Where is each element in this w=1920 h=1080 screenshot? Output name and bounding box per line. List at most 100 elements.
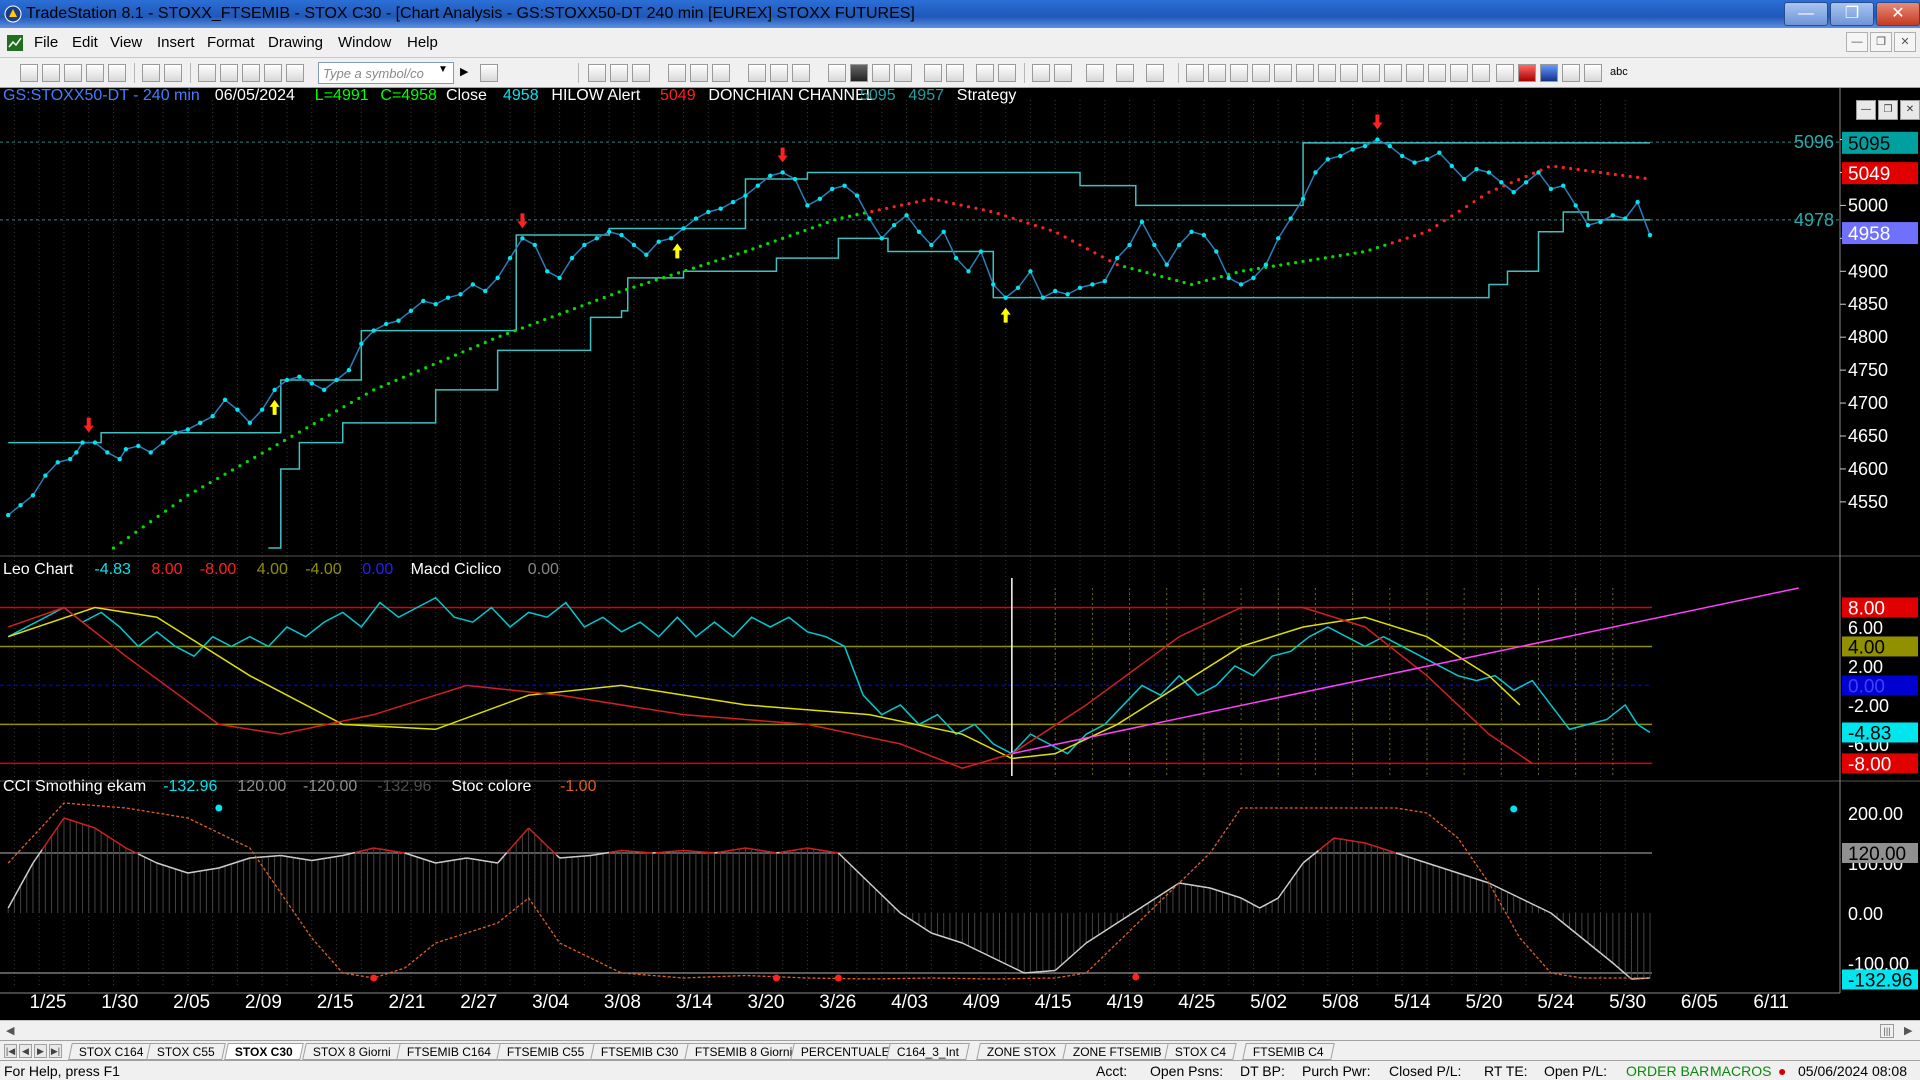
chart-svg[interactable]: 4550 4600 4650 4700 4750 4800 4850 4900 5000 5096… — [0, 88, 1920, 1020]
chart-minimize-button[interactable]: — — [1856, 100, 1876, 120]
circle-icon[interactable] — [1562, 64, 1580, 82]
open-workspace-icon[interactable] — [108, 64, 126, 82]
tab-zone-stox[interactable]: ZONE STOX — [976, 1043, 1067, 1060]
speed-lines-icon[interactable] — [1274, 64, 1292, 82]
regression-icon[interactable] — [1406, 64, 1424, 82]
tab-ftsemib-c30[interactable]: FTSEMIB C30 — [590, 1043, 690, 1060]
save-icon[interactable] — [64, 64, 82, 82]
candle-icon[interactable] — [712, 64, 730, 82]
channel-icon[interactable] — [1384, 64, 1402, 82]
chart-window-icon[interactable] — [6, 34, 24, 52]
tab-ftsemib-8-giorni[interactable]: FTSEMIB 8 Giorni — [684, 1043, 804, 1060]
symbol-lookup-icon[interactable] — [480, 64, 498, 82]
menu-file[interactable]: File — [34, 34, 59, 51]
pen-icon[interactable] — [1472, 64, 1490, 82]
spread-icon[interactable] — [894, 64, 912, 82]
zoom-out-icon[interactable] — [998, 64, 1016, 82]
tab-stox-8-giorni[interactable]: STOX 8 Giorni — [302, 1043, 402, 1060]
mdi-close-button[interactable]: ✕ — [1894, 32, 1916, 52]
chart-restore-button[interactable]: ❐ — [1878, 100, 1898, 120]
tab-first-icon[interactable]: |◀ — [4, 1044, 17, 1058]
horizontal-line-icon[interactable] — [1230, 64, 1248, 82]
scroll-left-icon[interactable]: ◀ — [6, 1025, 15, 1037]
insert-analysis-icon[interactable] — [588, 64, 606, 82]
mdi-restore-button[interactable]: ❐ — [1870, 32, 1892, 52]
properties-icon[interactable] — [264, 64, 282, 82]
menu-drawing[interactable]: Drawing — [268, 34, 324, 51]
matrix-icon[interactable] — [770, 64, 788, 82]
hide-icon[interactable] — [1146, 64, 1164, 82]
pointer-icon[interactable] — [1032, 64, 1050, 82]
restore-button[interactable]: ❐ — [1830, 2, 1874, 26]
text-tool-icon[interactable]: abc — [1610, 66, 1628, 78]
line-chart-icon[interactable] — [690, 64, 708, 82]
symbol-input[interactable]: Type a symbol/co — [318, 62, 454, 84]
tab-ftsemib-c55[interactable]: FTSEMIB C55 — [496, 1043, 596, 1060]
tools-icon[interactable] — [1086, 64, 1104, 82]
symbol-go-icon[interactable]: ▶ — [460, 66, 469, 78]
tab-ftsemib-c4[interactable]: FTSEMIB C4 — [1242, 1043, 1335, 1060]
gann-icon[interactable] — [1296, 64, 1314, 82]
ellipse-tool-icon[interactable] — [1428, 64, 1446, 82]
menu-window[interactable]: Window — [338, 34, 392, 51]
radar-icon[interactable] — [748, 64, 766, 82]
cycle-icon[interactable] — [1362, 64, 1380, 82]
tab-zone-ftsemib[interactable]: ZONE FTSEMIB — [1062, 1043, 1173, 1060]
tab-last-icon[interactable]: ▶| — [49, 1044, 62, 1058]
lock-icon[interactable] — [242, 64, 260, 82]
new-icon[interactable] — [20, 64, 38, 82]
tab-stox-c164[interactable]: STOX C164 — [68, 1043, 155, 1060]
tab-next-icon[interactable]: ▶ — [34, 1044, 47, 1058]
news-icon[interactable] — [828, 64, 846, 82]
rectangle-icon[interactable] — [1584, 64, 1602, 82]
open-icon[interactable] — [42, 64, 60, 82]
data-window-icon[interactable] — [1116, 64, 1134, 82]
menu-view[interactable]: View — [110, 34, 143, 51]
tab-stox-c55[interactable]: STOX C55 — [146, 1043, 226, 1060]
chart-area[interactable]: 4550 4600 4650 4700 4750 4800 4850 4900 5000 5096… — [0, 88, 1920, 1028]
print-preview-icon[interactable] — [164, 64, 182, 82]
symbol-dropdown-icon[interactable]: ▼ — [438, 64, 448, 75]
close-button[interactable]: ✕ — [1876, 2, 1920, 26]
arc-tool-icon[interactable] — [1450, 64, 1468, 82]
menu-edit[interactable]: Edit — [72, 34, 98, 51]
tab-percentuale[interactable]: PERCENTUALE — [790, 1043, 901, 1060]
tab-prev-icon[interactable]: ◀ — [19, 1044, 32, 1058]
options-icon[interactable] — [872, 64, 890, 82]
format-window-icon[interactable] — [632, 64, 650, 82]
zoom-range-icon[interactable] — [946, 64, 964, 82]
cut-icon[interactable] — [198, 64, 216, 82]
new-workspace-icon[interactable] — [86, 64, 104, 82]
fib-icon[interactable] — [1252, 64, 1270, 82]
arc-icon[interactable] — [1340, 64, 1358, 82]
format-symbol-icon[interactable] — [610, 64, 628, 82]
print-icon[interactable] — [142, 64, 160, 82]
tab-stox-c4[interactable]: STOX C4 — [1164, 1043, 1237, 1060]
tab-stox-c30[interactable]: STOX C30 — [224, 1043, 304, 1060]
menu-format[interactable]: Format — [207, 34, 255, 51]
crosshair-icon[interactable] — [1054, 64, 1072, 82]
order-bar-button[interactable]: ORDER BAR — [1626, 1063, 1710, 1079]
trendline-icon[interactable] — [1186, 64, 1204, 82]
bar-spacing-icon[interactable] — [924, 64, 942, 82]
minimize-button[interactable]: — — [1784, 2, 1828, 26]
scanner-icon[interactable] — [792, 64, 810, 82]
menu-help[interactable]: Help — [407, 34, 438, 51]
arrow-up-icon[interactable] — [1540, 64, 1558, 82]
chart-icon[interactable] — [850, 64, 868, 82]
copy-icon[interactable] — [220, 64, 238, 82]
menu-insert[interactable]: Insert — [157, 34, 195, 51]
mdi-minimize-button[interactable]: — — [1846, 32, 1868, 52]
andrews-icon[interactable] — [1318, 64, 1336, 82]
scroll-right-icon[interactable]: ▶ — [1904, 1025, 1913, 1037]
scroll-thumb[interactable]: ||| — [1880, 1024, 1894, 1038]
tab-c164_3_int[interactable]: C164_3_Int — [886, 1043, 970, 1060]
horizontal-scrollbar[interactable]: ◀ ||| ▶ — [0, 1020, 1920, 1040]
macros-button[interactable]: MACROS — [1710, 1063, 1772, 1079]
strategy-icon[interactable] — [286, 64, 304, 82]
zoom-in-icon[interactable] — [976, 64, 994, 82]
bar-chart-icon[interactable] — [668, 64, 686, 82]
arrow-down-icon[interactable] — [1518, 64, 1536, 82]
curve-icon[interactable] — [1496, 64, 1514, 82]
tab-ftsemib-c164[interactable]: FTSEMIB C164 — [396, 1043, 502, 1060]
